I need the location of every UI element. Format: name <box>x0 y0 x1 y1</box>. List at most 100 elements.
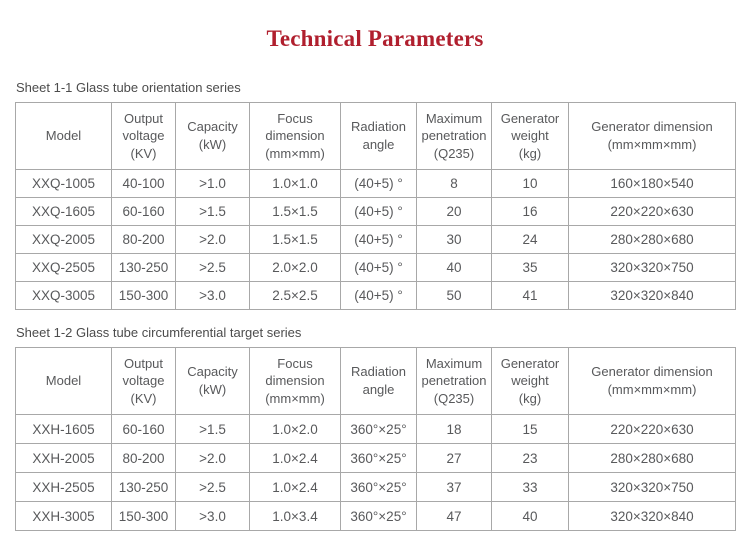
table-row: XXQ-2005 80-200 >2.0 1.5×1.5 (40+5) ° 30 24 280… <box>15 225 736 254</box>
data-cell: 1.0×2.4 <box>249 443 341 473</box>
data-cell: 24 <box>491 225 569 254</box>
data-cell: (40+5) ° <box>340 253 417 282</box>
data-cell: 320×320×840 <box>568 281 736 310</box>
header-row: Model Output voltage (KV) Capacity (kW) Foc… <box>15 102 736 170</box>
table-section-circumferential-series: Sheet 1-2 Glass tube circumferential tar… <box>0 325 750 531</box>
data-cell: >1.0 <box>175 169 250 198</box>
header-cell: Generator dimension (mm×mm×mm) <box>568 347 736 415</box>
data-cell: 30 <box>416 225 492 254</box>
data-cell: (40+5) ° <box>340 281 417 310</box>
header-cell: Radiation angle <box>340 347 417 415</box>
data-cell: 10 <box>491 169 569 198</box>
header-cell: Model <box>15 102 112 170</box>
data-cell: >2.0 <box>175 225 250 254</box>
data-cell: 80-200 <box>111 225 176 254</box>
data-cell: 320×320×750 <box>568 253 736 282</box>
data-cell: 280×280×680 <box>568 225 736 254</box>
data-cell: (40+5) ° <box>340 169 417 198</box>
header-cell: Maximum penetration (Q235) <box>416 102 492 170</box>
data-cell: 15 <box>491 414 569 444</box>
header-cell: Generator dimension (mm×mm×mm) <box>568 102 736 170</box>
data-cell: 40-100 <box>111 169 176 198</box>
data-cell: 150-300 <box>111 501 176 531</box>
table-glass-tube-orientation: Model Output voltage (KV) Capacity (kW) Foc… <box>15 102 736 310</box>
table-2-caption: Sheet 1-2 Glass tube circumferential tar… <box>16 325 302 340</box>
header-cell: Focus dimension (mm×mm) <box>249 102 341 170</box>
data-cell: 1.0×2.4 <box>249 472 341 502</box>
data-cell: >2.5 <box>175 472 250 502</box>
table-row: XXH-2005 80-200 >2.0 1.0×2.4 360°×25° 27 23 280… <box>15 443 736 473</box>
data-cell: XXQ-2505 <box>15 253 112 282</box>
data-cell: 360°×25° <box>340 414 417 444</box>
data-cell: 47 <box>416 501 492 531</box>
data-cell: 130-250 <box>111 253 176 282</box>
header-cell: Output voltage (KV) <box>111 102 176 170</box>
header-cell: Capacity (kW) <box>175 347 250 415</box>
data-cell: 18 <box>416 414 492 444</box>
data-cell: 220×220×630 <box>568 197 736 226</box>
data-cell: >2.5 <box>175 253 250 282</box>
table-row: XXQ-2505 130-250 >2.5 2.0×2.0 (40+5) ° 40 35 32… <box>15 253 736 282</box>
header-cell: Maximum penetration (Q235) <box>416 347 492 415</box>
data-cell: 16 <box>491 197 569 226</box>
data-cell: 1.0×1.0 <box>249 169 341 198</box>
data-cell: 2.5×2.5 <box>249 281 341 310</box>
table-row: XXQ-1605 60-160 >1.5 1.5×1.5 (40+5) ° 20 16 220… <box>15 197 736 226</box>
table-row: XXH-1605 60-160 >1.5 1.0×2.0 360°×25° 18 15 220… <box>15 414 736 444</box>
data-cell: 280×280×680 <box>568 443 736 473</box>
data-cell: 40 <box>491 501 569 531</box>
data-cell: 80-200 <box>111 443 176 473</box>
data-cell: 37 <box>416 472 492 502</box>
data-cell: 360°×25° <box>340 443 417 473</box>
data-cell: 50 <box>416 281 492 310</box>
page-title: Technical Parameters <box>266 26 484 51</box>
data-cell: 40 <box>416 253 492 282</box>
data-cell: >1.5 <box>175 414 250 444</box>
data-cell: 360°×25° <box>340 501 417 531</box>
header-cell: Model <box>15 347 112 415</box>
data-cell: (40+5) ° <box>340 197 417 226</box>
data-cell: XXH-2005 <box>15 443 112 473</box>
table-row: XXQ-1005 40-100 >1.0 1.0×1.0 (40+5) ° 8 10 160×… <box>15 169 736 198</box>
data-cell: 1.0×3.4 <box>249 501 341 531</box>
header-cell: Focus dimension (mm×mm) <box>249 347 341 415</box>
header-row: Model Output voltage (KV) Capacity (kW) Foc… <box>15 347 736 415</box>
data-cell: 8 <box>416 169 492 198</box>
data-cell: 27 <box>416 443 492 473</box>
data-cell: 320×320×750 <box>568 472 736 502</box>
data-cell: 23 <box>491 443 569 473</box>
data-cell: 360°×25° <box>340 472 417 502</box>
data-cell: 1.5×1.5 <box>249 225 341 254</box>
table-row: XXH-2505 130-250 >2.5 1.0×2.4 360°×25° 37 33 32… <box>15 472 736 502</box>
header-cell: Generator weight (kg) <box>491 102 569 170</box>
data-cell: 60-160 <box>111 414 176 444</box>
data-cell: 41 <box>491 281 569 310</box>
data-cell: XXQ-1005 <box>15 169 112 198</box>
data-cell: >3.0 <box>175 501 250 531</box>
header-cell: Generator weight (kg) <box>491 347 569 415</box>
data-cell: >2.0 <box>175 443 250 473</box>
data-cell: 320×320×840 <box>568 501 736 531</box>
data-cell: (40+5) ° <box>340 225 417 254</box>
data-cell: 1.5×1.5 <box>249 197 341 226</box>
table-1-caption: Sheet 1-1 Glass tube orientation series <box>16 80 241 95</box>
data-cell: 220×220×630 <box>568 414 736 444</box>
data-cell: 60-160 <box>111 197 176 226</box>
data-cell: XXH-2505 <box>15 472 112 502</box>
data-cell: XXQ-1605 <box>15 197 112 226</box>
data-cell: 33 <box>491 472 569 502</box>
data-cell: >3.0 <box>175 281 250 310</box>
data-cell: 160×180×540 <box>568 169 736 198</box>
header-cell: Output voltage (KV) <box>111 347 176 415</box>
data-cell: 130-250 <box>111 472 176 502</box>
table-glass-tube-circumferential: Model Output voltage (KV) Capacity (kW) Foc… <box>15 347 736 531</box>
data-cell: 150-300 <box>111 281 176 310</box>
header-cell: Radiation angle <box>340 102 417 170</box>
data-cell: 20 <box>416 197 492 226</box>
data-cell: >1.5 <box>175 197 250 226</box>
header-cell: Capacity (kW) <box>175 102 250 170</box>
table-section-orientation-series: Sheet 1-1 Glass tube orientation series … <box>0 80 750 310</box>
data-cell: 1.0×2.0 <box>249 414 341 444</box>
table-row: XXH-3005 150-300 >3.0 1.0×3.4 360°×25° 47 40 32… <box>15 501 736 531</box>
